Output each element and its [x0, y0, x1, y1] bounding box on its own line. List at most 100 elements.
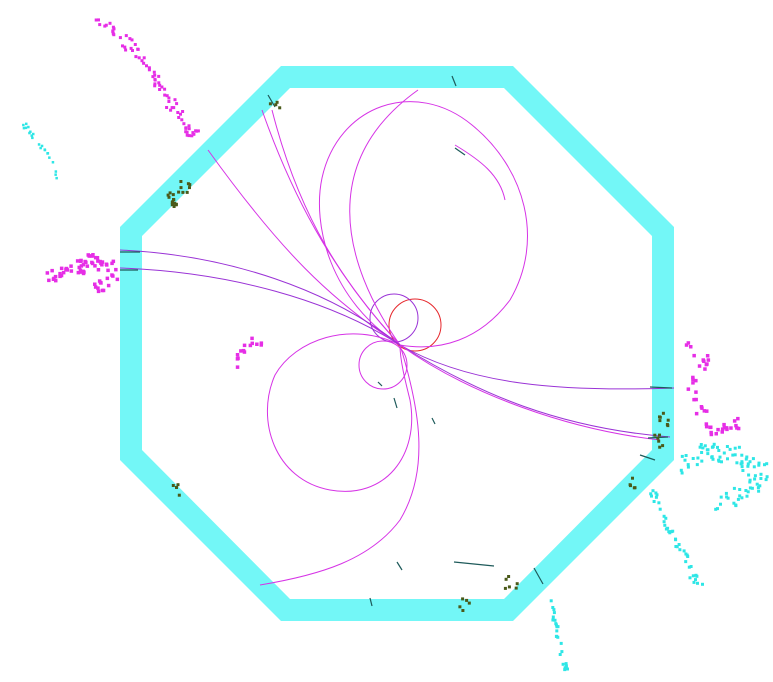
- hit-marker: [694, 578, 697, 582]
- hit-marker: [680, 454, 684, 458]
- hit-marker: [691, 381, 695, 385]
- hit-marker: [692, 397, 696, 402]
- hit-marker: [153, 84, 157, 88]
- hit-marker: [552, 608, 556, 612]
- hit-marker: [167, 100, 171, 103]
- hit-marker: [724, 426, 729, 430]
- track-upper-right-curl: [454, 144, 506, 201]
- hit-marker: [705, 409, 709, 413]
- hit-marker: [76, 270, 81, 275]
- hit-marker: [551, 615, 555, 619]
- hit-marker: [764, 478, 768, 482]
- hits-magenta-top-left: [94, 18, 200, 138]
- hit-marker: [753, 477, 757, 481]
- hit-marker: [746, 490, 750, 494]
- hit-marker: [59, 266, 64, 271]
- calo-deposit: [458, 597, 471, 612]
- hit-marker: [674, 545, 678, 548]
- hit-marker: [152, 70, 156, 74]
- hit-marker: [129, 46, 133, 50]
- hit-marker: [77, 265, 81, 270]
- track-to-lower-left: [259, 344, 420, 586]
- hit-marker: [725, 495, 729, 499]
- hit-marker: [750, 486, 754, 490]
- hit-marker: [748, 460, 752, 464]
- track-small-loop: [358, 340, 408, 390]
- hit-marker: [694, 397, 698, 402]
- hit-marker: [28, 131, 31, 135]
- hit-marker: [701, 582, 704, 586]
- hit-marker: [706, 452, 710, 456]
- hit-marker: [93, 264, 97, 268]
- hit-marker: [720, 430, 724, 434]
- hit-marker: [765, 462, 769, 466]
- hit-marker: [112, 33, 116, 37]
- hit-marker: [700, 451, 704, 454]
- hit-marker: [658, 507, 662, 511]
- hit-marker: [712, 442, 716, 446]
- hit-marker: [702, 409, 707, 413]
- hit-marker: [118, 36, 122, 40]
- hit-marker: [54, 170, 58, 173]
- hit-marker: [702, 359, 706, 363]
- hit-marker: [699, 405, 704, 409]
- hit-marker: [95, 256, 100, 260]
- hit-marker: [58, 271, 62, 276]
- hit-marker: [79, 264, 84, 268]
- calo-deposit: [628, 476, 637, 490]
- hit-marker: [706, 358, 711, 362]
- hit-marker: [47, 278, 51, 283]
- hit-marker: [153, 82, 157, 86]
- hit-marker: [165, 94, 169, 98]
- hit-marker: [716, 427, 720, 432]
- hit-marker: [24, 126, 28, 130]
- hit-marker: [695, 463, 699, 467]
- track-purple-loop: [369, 293, 419, 343]
- hit-marker: [93, 255, 98, 260]
- hit-marker: [560, 650, 564, 654]
- hit-marker: [664, 516, 668, 520]
- hit-marker: [552, 611, 556, 615]
- hits-cyan-right: [679, 442, 769, 511]
- hit-marker: [96, 289, 101, 294]
- hit-marker: [700, 459, 704, 463]
- hit-marker: [112, 27, 116, 31]
- hit-marker: [39, 146, 42, 150]
- hit-marker: [176, 111, 180, 114]
- hit-marker: [674, 538, 678, 542]
- hit-marker: [96, 286, 100, 290]
- hit-marker: [29, 130, 32, 133]
- hit-marker: [46, 152, 49, 155]
- hit-marker: [190, 134, 194, 138]
- hit-marker: [691, 574, 695, 578]
- hit-layer: [22, 18, 769, 672]
- hit-marker: [235, 365, 240, 369]
- hit-marker: [123, 45, 127, 49]
- hit-marker: [738, 494, 742, 498]
- hit-marker: [52, 276, 56, 281]
- hit-marker: [111, 259, 116, 264]
- hit-marker: [549, 599, 553, 603]
- hit-marker: [691, 375, 695, 380]
- hit-marker: [709, 432, 714, 437]
- hit-marker: [105, 263, 109, 267]
- hit-marker: [741, 469, 745, 472]
- track-segment: [453, 561, 495, 567]
- hit-marker: [115, 277, 120, 282]
- hit-marker: [130, 38, 134, 42]
- hit-marker: [692, 580, 696, 584]
- hit-marker: [184, 126, 188, 130]
- hit-marker: [746, 462, 750, 466]
- hit-marker: [732, 419, 737, 423]
- hit-marker: [684, 560, 688, 564]
- hit-marker: [745, 494, 749, 498]
- hit-marker: [136, 47, 140, 51]
- track-to-upper-arc: [349, 89, 419, 346]
- hit-marker: [706, 448, 710, 452]
- hit-marker: [711, 445, 715, 449]
- hit-marker: [145, 64, 148, 68]
- hit-marker: [717, 458, 721, 462]
- hit-marker: [564, 666, 568, 670]
- calo-deposit: [171, 483, 181, 497]
- hit-marker: [87, 254, 91, 258]
